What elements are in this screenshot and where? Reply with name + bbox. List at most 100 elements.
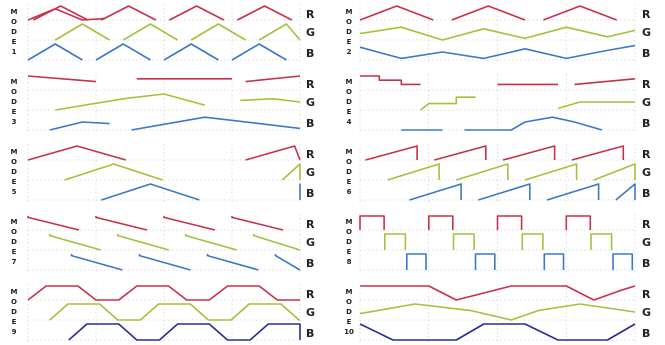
channel-label-b: B <box>642 257 650 270</box>
waveform-g <box>383 233 407 250</box>
mode-label-letter: O <box>11 88 17 96</box>
channel-label-r: R <box>306 288 315 301</box>
waveform-r <box>27 8 105 21</box>
channel-label-b: B <box>306 117 314 130</box>
waveform-g <box>387 163 440 181</box>
mode-label-letter: M <box>11 8 18 16</box>
waveform-r <box>163 216 216 231</box>
waveform-g <box>55 93 206 111</box>
mode-label-letter: O <box>11 298 17 306</box>
mode-label-letter: D <box>11 308 17 316</box>
mode-label-letter: M <box>346 8 353 16</box>
waveform-r <box>27 216 80 231</box>
mode-label-letter: O <box>346 88 352 96</box>
waveform-g <box>190 23 247 41</box>
channel-label-r: R <box>642 8 651 21</box>
mode-label-letter: E <box>347 38 352 46</box>
mode-label-letter: D <box>346 168 352 176</box>
waveform-g <box>281 163 301 181</box>
waveform-r <box>365 145 418 161</box>
mode-label-letter: M <box>346 288 353 296</box>
waveform-g <box>420 96 476 111</box>
mode-label-letter: O <box>11 18 17 26</box>
waveform-r <box>101 5 157 21</box>
mode-label-letter: E <box>347 248 352 256</box>
waveform-r <box>360 75 421 86</box>
mode-label-letter: D <box>346 98 352 106</box>
channel-label-r: R <box>642 148 651 161</box>
waveform-g <box>456 163 509 181</box>
mode-label-letter: O <box>11 228 17 236</box>
mode-label-letter: E <box>347 318 352 326</box>
channel-label-b: B <box>642 187 650 200</box>
waveform-b <box>101 183 200 201</box>
mode-label-letter: D <box>346 28 352 36</box>
channel-label-r: R <box>642 78 651 91</box>
channel-label-r: R <box>642 218 651 231</box>
waveform-r <box>245 75 301 83</box>
waveform-g <box>240 98 301 103</box>
waveform-r <box>359 215 385 230</box>
waveform-g <box>258 23 301 41</box>
channel-label-g: G <box>642 26 651 39</box>
channel-label-r: R <box>306 8 315 21</box>
waveform-r <box>451 5 526 21</box>
waveform-g <box>521 233 544 250</box>
mode-label-letter: 7 <box>12 258 17 266</box>
waveform-g <box>54 23 111 41</box>
channel-label-g: G <box>306 306 315 319</box>
mode-label-letter: O <box>346 228 352 236</box>
mode-label-letter: D <box>11 98 17 106</box>
channel-label-g: G <box>306 26 315 39</box>
mode-label-letter: M <box>11 78 18 86</box>
waveform-b <box>359 44 636 60</box>
waveform-r <box>27 285 300 301</box>
channel-label-g: G <box>642 236 651 249</box>
mode-label-letter: D <box>11 28 17 36</box>
mode-label-letter: M <box>11 288 18 296</box>
channel-label-g: G <box>306 96 315 109</box>
waveform-r <box>427 215 454 230</box>
mode-label-letter: O <box>11 158 17 166</box>
waveform-b <box>474 253 496 270</box>
waveform-g <box>49 303 300 321</box>
mode-label-letter: E <box>12 318 17 326</box>
channel-label-b: B <box>306 327 314 340</box>
mode-label-letter: M <box>11 218 18 226</box>
waveform-g <box>593 163 636 181</box>
mode-label-letter: E <box>12 178 17 186</box>
mode-label-letter: 1 <box>12 48 17 56</box>
waveform-r <box>27 145 127 161</box>
mode-label-letter: 6 <box>347 188 352 196</box>
mode-label-letter: M <box>346 218 353 226</box>
waveform-g <box>117 234 170 251</box>
channel-label-g: G <box>642 166 651 179</box>
waveform-r <box>571 145 625 161</box>
waveform-r <box>434 145 487 161</box>
waveform-r <box>33 5 89 21</box>
mode-label-letter: 4 <box>347 118 352 126</box>
channel-label-r: R <box>306 78 315 91</box>
mode-label-letter: E <box>347 178 352 186</box>
mode-label-letter: 5 <box>12 188 17 196</box>
channel-label-g: G <box>306 166 315 179</box>
waveform-r <box>359 5 434 21</box>
mode-label-letter: M <box>346 78 353 86</box>
waveform-b <box>464 116 603 131</box>
waveform-g <box>359 26 636 41</box>
waveform-g <box>524 163 578 181</box>
channel-label-b: B <box>306 187 314 200</box>
waveform-b <box>49 121 110 131</box>
channel-label-r: R <box>642 288 651 301</box>
channel-label-b: B <box>642 47 650 60</box>
waveform-b <box>27 43 83 61</box>
waveform-b <box>68 323 301 341</box>
waveform-b <box>70 254 123 271</box>
waveform-r <box>237 5 293 21</box>
waveform-b <box>478 183 531 201</box>
